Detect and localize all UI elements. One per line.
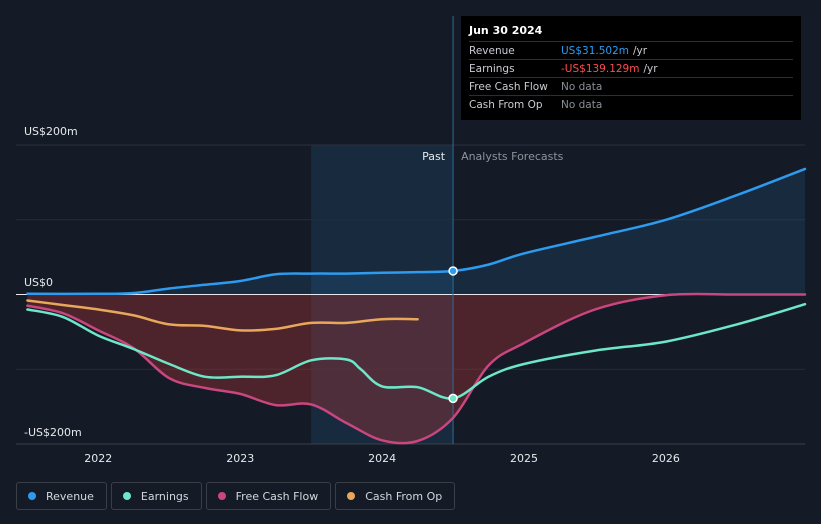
free-cash-flow-dot-icon — [217, 492, 226, 500]
tooltip-label: Earnings — [469, 62, 515, 75]
cash-from-op-line — [26, 299, 419, 332]
tooltip-value: No data — [561, 98, 603, 111]
earnings-dot-icon — [122, 492, 131, 500]
tooltip-unit: /yr — [643, 62, 658, 75]
tooltip: Jun 30 2024 Revenue US$31.502m /yr Earni… — [461, 16, 801, 120]
legend-label: Free Cash Flow — [235, 489, 319, 503]
y-label-bottom: -US$200m — [24, 426, 82, 439]
legend-label: Cash From Op — [365, 489, 443, 503]
tooltip-row-earnings: Earnings -US$139.129m /yr — [469, 59, 793, 77]
legend-item-free-cash-flow[interactable]: Free Cash Flow — [205, 482, 332, 510]
earnings-marker[interactable] — [448, 393, 458, 404]
legend: Revenue Earnings Free Cash Flow Cash Fro… — [16, 482, 456, 510]
revenue-line — [26, 167, 807, 296]
legend-item-cash-from-op[interactable]: Cash From Op — [335, 482, 456, 510]
tooltip-label: Cash From Op — [469, 98, 543, 111]
tooltip-row-revenue: Revenue US$31.502m /yr — [469, 41, 793, 59]
legend-label: Revenue — [46, 489, 94, 503]
tooltip-value: No data — [561, 80, 603, 93]
revenue-area — [27, 168, 805, 295]
tooltip-value: -US$139.129m — [561, 62, 640, 75]
legend-item-earnings[interactable]: Earnings — [110, 482, 202, 510]
revenue-dot-icon — [28, 492, 36, 500]
x-tick-label: 2023 — [226, 452, 254, 465]
y-label-top: US$200m — [24, 125, 78, 138]
forecast-label: Analysts Forecasts — [461, 150, 564, 163]
tooltip-value: US$31.502m — [561, 44, 629, 57]
legend-label: Earnings — [140, 489, 189, 503]
revenue-marker[interactable] — [448, 266, 458, 276]
y-label-zero: US$0 — [24, 276, 53, 289]
x-tick-label: 2024 — [368, 452, 396, 465]
x-tick-label: 2026 — [652, 452, 680, 465]
tooltip-date: Jun 30 2024 — [469, 24, 543, 37]
x-tick-label: 2025 — [510, 452, 538, 465]
legend-item-revenue[interactable]: Revenue — [16, 482, 107, 510]
past-label: Past — [422, 150, 446, 163]
tooltip-row-free-cash-flow: Free Cash Flow No data — [469, 77, 793, 95]
negative-area — [27, 293, 805, 444]
tooltip-label: Free Cash Flow — [469, 80, 548, 93]
x-tick-label: 2022 — [84, 452, 112, 465]
cash-from-op-dot-icon — [347, 492, 356, 500]
earnings-line — [26, 302, 807, 400]
tooltip-row-cash-from-op: Cash From Op No data — [469, 95, 793, 113]
tooltip-unit: /yr — [633, 44, 648, 57]
tooltip-label: Revenue — [469, 44, 515, 57]
